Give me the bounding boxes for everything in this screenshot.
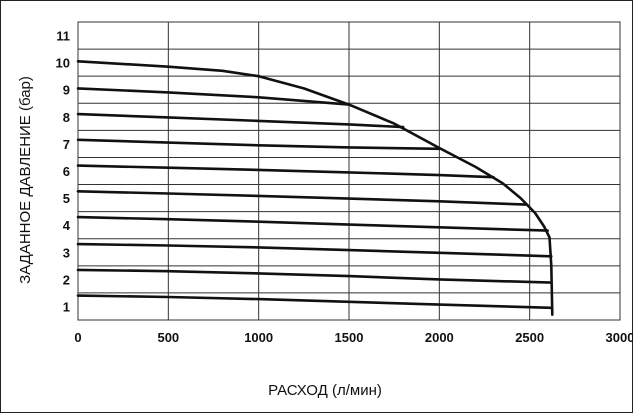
y-tick-4: 4 [63, 218, 71, 233]
x-tick-500: 500 [157, 330, 179, 345]
x-axis-title: РАСХОД (л/мин) [268, 382, 382, 399]
y-tick-5: 5 [63, 191, 70, 206]
pressure-curve-1 [76, 59, 261, 78]
pressure-curve-10 [76, 294, 553, 310]
max-flow-envelope [257, 74, 554, 316]
x-tick-2000: 2000 [425, 330, 454, 345]
pressure-curve-9 [76, 268, 553, 284]
y-tick-10: 10 [56, 56, 70, 71]
pressure-curve-5 [76, 164, 495, 179]
x-tick-3000: 3000 [606, 330, 633, 345]
y-tick-7: 7 [63, 137, 70, 152]
pressure-curve-4 [76, 138, 441, 151]
y-tick-2: 2 [63, 272, 70, 287]
y-tick-8: 8 [63, 110, 70, 125]
pressure-curve-7 [76, 215, 550, 232]
x-tick-2500: 2500 [515, 330, 544, 345]
x-tick-1500: 1500 [335, 330, 364, 345]
pressure-curve-6 [76, 190, 528, 206]
pressure-curves [76, 59, 554, 316]
x-tick-0: 0 [74, 330, 81, 345]
y-tick-labels: 1 2 3 4 5 6 7 8 9 10 11 [56, 29, 71, 315]
y-tick-11: 11 [56, 29, 70, 44]
grid [77, 21, 621, 321]
y-axis-title: ЗАДАННОЕ ДАВЛЕНИЕ (бар) [17, 76, 34, 284]
pressure-curve-8 [76, 242, 553, 258]
pressure-curve-2 [76, 87, 351, 106]
x-tick-labels: 0 500 1000 1500 2000 2500 3000 [74, 330, 633, 345]
pressure-curve-3 [76, 112, 405, 129]
y-tick-3: 3 [63, 245, 70, 260]
y-tick-9: 9 [63, 83, 70, 98]
y-tick-1: 1 [63, 299, 70, 314]
y-tick-6: 6 [63, 164, 70, 179]
x-tick-1000: 1000 [244, 330, 273, 345]
